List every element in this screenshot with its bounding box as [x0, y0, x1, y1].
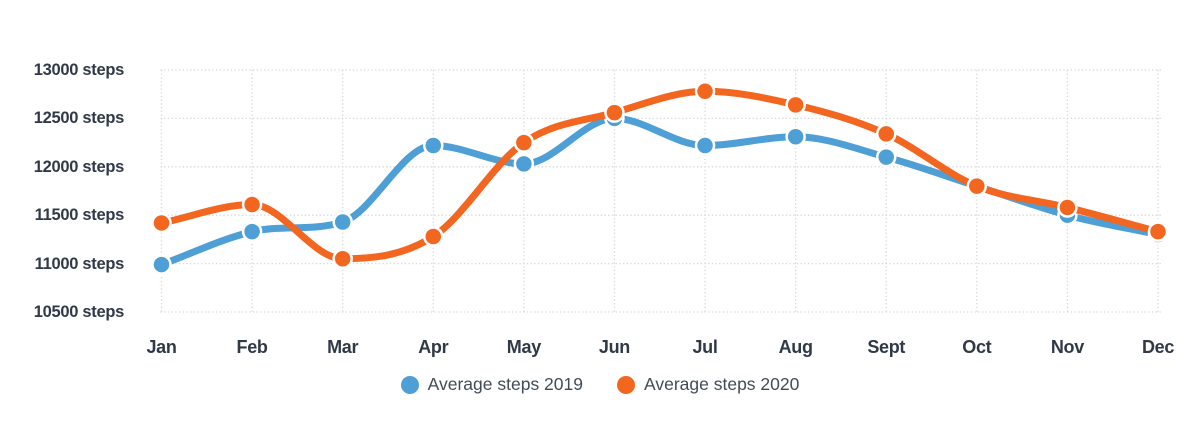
data-point-2019[interactable]	[513, 153, 535, 175]
x-tick-label-oct: Oct	[962, 337, 992, 357]
x-tick-label-dec: Dec	[1141, 337, 1175, 357]
data-point-2020[interactable]	[875, 123, 897, 145]
x-tick-label-jan: Jan	[146, 337, 177, 357]
y-tick-label: 11000 steps	[34, 254, 125, 273]
data-point-2020[interactable]	[513, 132, 535, 153]
legend: Average steps 2019 Average steps 2020	[0, 374, 1200, 395]
legend-marker-2020-icon	[617, 375, 635, 394]
x-tick-label-jul: Jul	[692, 337, 718, 357]
data-point-2019[interactable]	[151, 254, 172, 275]
data-point-2019[interactable]	[785, 126, 806, 148]
y-tick-label: 12500 steps	[33, 109, 125, 128]
x-tick-label-may: May	[506, 337, 541, 357]
data-point-2019[interactable]	[694, 135, 716, 156]
legend-label-2020: Average steps 2020	[644, 374, 800, 394]
legend-marker-2019-icon	[400, 375, 419, 394]
x-tick-label-jun: Jun	[598, 337, 630, 357]
data-point-2020[interactable]	[1147, 221, 1169, 242]
data-point-2020[interactable]	[785, 94, 806, 116]
data-point-2019[interactable]	[423, 135, 444, 156]
x-tick-label-aug: Aug	[778, 337, 813, 357]
y-tick-label: 12000 steps	[33, 157, 125, 176]
data-point-2019[interactable]	[332, 211, 353, 233]
y-tick-label: 13000 steps	[33, 61, 125, 79]
data-point-2020[interactable]	[332, 248, 353, 270]
data-point-2020[interactable]	[966, 175, 988, 197]
legend-item-2019[interactable]: Average steps 2019	[400, 374, 583, 395]
series-line-2020	[158, 87, 1162, 263]
legend-label-2019: Average steps 2019	[427, 374, 583, 394]
data-point-2020[interactable]	[694, 81, 716, 102]
data-point-2020[interactable]	[151, 212, 172, 234]
data-point-2020[interactable]	[423, 226, 444, 247]
y-tick-label: 11500 steps	[34, 206, 125, 225]
x-tick-label-apr: Apr	[418, 337, 449, 357]
x-tick-label-mar: Mar	[327, 337, 359, 357]
data-point-2019[interactable]	[875, 146, 897, 168]
legend-item-2020[interactable]: Average steps 2020	[617, 374, 799, 395]
y-tick-label: 10500 steps	[33, 303, 125, 321]
data-point-2019[interactable]	[241, 221, 263, 242]
data-point-2020[interactable]	[1057, 197, 1078, 218]
x-tick-label-feb: Feb	[236, 337, 268, 357]
x-tick-label-sept: Sept	[867, 337, 906, 357]
data-point-2020[interactable]	[241, 194, 263, 215]
x-tick-label-nov: Nov	[1050, 337, 1084, 357]
data-point-2020[interactable]	[604, 102, 625, 123]
